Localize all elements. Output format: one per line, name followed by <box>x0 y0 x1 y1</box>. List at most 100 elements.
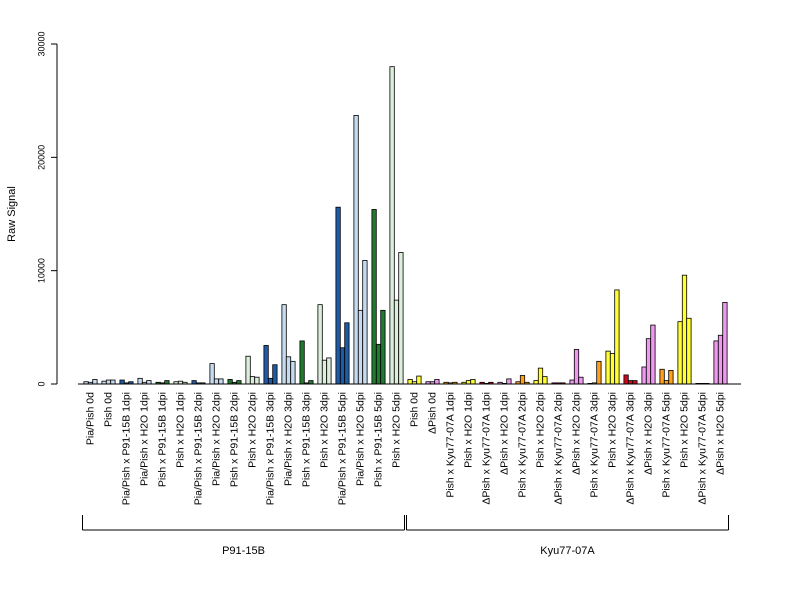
bar-33-rep-2 <box>681 274 688 385</box>
bar-4-rep-3 <box>164 380 170 385</box>
x-tick-label: ΔPish x H2O 3dpi <box>643 392 655 475</box>
bar-32-rep-1 <box>659 368 665 385</box>
x-tick-label: ΔPish 0d <box>427 392 439 434</box>
bar-11-rep-1 <box>281 304 287 385</box>
y-axis-label: Raw Signal <box>6 186 18 242</box>
x-tick-label: Pish x H2O 5dpi <box>391 392 403 468</box>
bar-30-rep-2 <box>627 380 634 385</box>
x-tick-label: Pish 0d <box>103 392 115 427</box>
x-tick-label: Pish x H2O 2dpi <box>535 392 547 468</box>
bar-30-rep-1 <box>623 374 629 385</box>
x-tick-label: Pish x Kyu77-07A 3dpi <box>589 392 601 498</box>
x-tick-label: Pish x Kyu77-07A 5dpi <box>661 392 673 498</box>
bar-31-rep-2 <box>645 338 652 385</box>
bar-35-rep-1 <box>713 340 719 385</box>
x-tick-label: Pia/Pish x H2O 5dpi <box>355 392 367 486</box>
bar-0-rep-3 <box>92 379 98 385</box>
bar-7-rep-3 <box>218 378 224 385</box>
bar-14-rep-1 <box>335 206 341 385</box>
bar-16-rep-2 <box>375 343 382 385</box>
bar-29-rep-1 <box>605 350 611 385</box>
bar-3-rep-3 <box>146 380 152 385</box>
bar-18-rep-3 <box>416 375 422 385</box>
bar-30-rep-3 <box>632 380 638 385</box>
bar-1-rep-2 <box>105 379 112 385</box>
x-tick-label: Pish x H2O 5dpi <box>679 392 691 468</box>
x-tick-label: Pish 0d <box>409 392 421 427</box>
bar-24-rep-2 <box>519 375 526 385</box>
x-tick-labels: Pia/Pish 0d Pish 0d Pia/Pish x P91-15B 1dp… <box>85 392 727 505</box>
bar-21-rep-3 <box>470 379 476 385</box>
bar-15-rep-3 <box>362 260 368 385</box>
bar-25-rep-2 <box>537 367 544 385</box>
bar-7-rep-1 <box>209 363 215 385</box>
bar-31-rep-3 <box>650 324 656 385</box>
bar-10-rep-2 <box>267 377 274 385</box>
bar-11-rep-3 <box>290 360 296 385</box>
bar-16-rep-1 <box>371 209 377 385</box>
bar-35-rep-2 <box>717 334 724 385</box>
x-tick-label: Pish x H2O 3dpi <box>319 392 331 468</box>
bar-13-rep-3 <box>326 357 332 385</box>
bar-32-rep-2 <box>663 380 670 385</box>
bar-1-rep-3 <box>110 379 116 385</box>
bar-14-rep-3 <box>344 322 350 385</box>
bar-31-rep-1 <box>641 366 647 385</box>
bar-6-rep-1 <box>191 380 197 385</box>
bar-11-rep-2 <box>285 356 292 385</box>
axes-layer <box>56 44 741 385</box>
bar-17-rep-3 <box>398 252 404 385</box>
x-tick-label: Pish x Kyu77-07A 2dpi <box>517 392 529 498</box>
bar-13-rep-2 <box>321 359 328 385</box>
bar-14-rep-2 <box>339 347 346 385</box>
x-tick-label: Pish x H2O 3dpi <box>607 392 619 468</box>
x-tick-label: Pish x P91-15B 1dpi <box>157 392 169 487</box>
bar-29-rep-2 <box>609 352 616 385</box>
bar-35-rep-3 <box>722 301 728 385</box>
bar-27-rep-3 <box>578 376 584 385</box>
x-tick-label: Pia/Pish 0d <box>85 392 97 445</box>
x-tick-label: ΔPish x Kyu77-07A 5dpi <box>697 392 709 505</box>
x-tick-label: Pia/Pish x P91-15B 3dpi <box>265 392 277 505</box>
bar-15-rep-2 <box>357 309 364 385</box>
x-tick-label: ΔPish x H2O 1dpi <box>499 392 511 475</box>
x-tick-label: Pia/Pish x H2O 1dpi <box>139 392 151 486</box>
bar-9-rep-1 <box>245 355 251 385</box>
x-tick-label: Pia/Pish x P91-15B 1dpi <box>121 392 133 505</box>
bar-8-rep-3 <box>236 380 242 385</box>
bar-10-rep-1 <box>263 345 269 385</box>
x-tick-label: Pish x P91-15B 5dpi <box>373 392 385 487</box>
y-tick-label: 10000 <box>36 258 46 283</box>
bar-9-rep-2 <box>249 376 256 385</box>
bar-33-rep-3 <box>686 317 692 385</box>
x-tick-label: Pish x H2O 2dpi <box>247 392 259 468</box>
x-tick-label: Pish x P91-15B 2dpi <box>229 392 241 487</box>
bar-17-rep-1 <box>389 66 395 385</box>
x-tick-label: Pia/Pish x H2O 2dpi <box>211 392 223 486</box>
bar-28-rep-3 <box>596 360 602 385</box>
bar-19-rep-3 <box>434 379 440 385</box>
bar-15-rep-1 <box>353 115 359 385</box>
bar-23-rep-3 <box>506 378 512 385</box>
bar-33-rep-1 <box>677 321 683 385</box>
x-tick-label: Pish x H2O 1dpi <box>175 392 187 468</box>
bar-8-rep-1 <box>227 379 233 385</box>
x-tick-label: ΔPish x H2O 5dpi <box>715 392 727 475</box>
bars-layer <box>83 66 728 385</box>
group-label: Kyu77-07A <box>540 545 595 557</box>
y-tick-label: 30000 <box>36 31 46 56</box>
bar-27-rep-1 <box>569 379 575 385</box>
bar-9-rep-3 <box>254 376 260 385</box>
x-tick-label: ΔPish x Kyu77-07A 2dpi <box>553 392 565 505</box>
bar-16-rep-3 <box>380 309 386 385</box>
bar-25-rep-1 <box>533 380 539 385</box>
x-tick-label: Pish x Kyu77-07A 1dpi <box>445 392 457 498</box>
bar-12-rep-1 <box>299 340 305 385</box>
y-ticks: 0 10000 20000 30000 <box>36 31 57 387</box>
x-tick-label: Pia/Pish x P91-15B 2dpi <box>193 392 205 505</box>
bar-10-rep-3 <box>272 364 278 385</box>
bar-25-rep-3 <box>542 376 548 385</box>
bar-7-rep-2 <box>213 378 220 385</box>
x-tick-label: Pia/Pish x P91-15B 5dpi <box>337 392 349 505</box>
